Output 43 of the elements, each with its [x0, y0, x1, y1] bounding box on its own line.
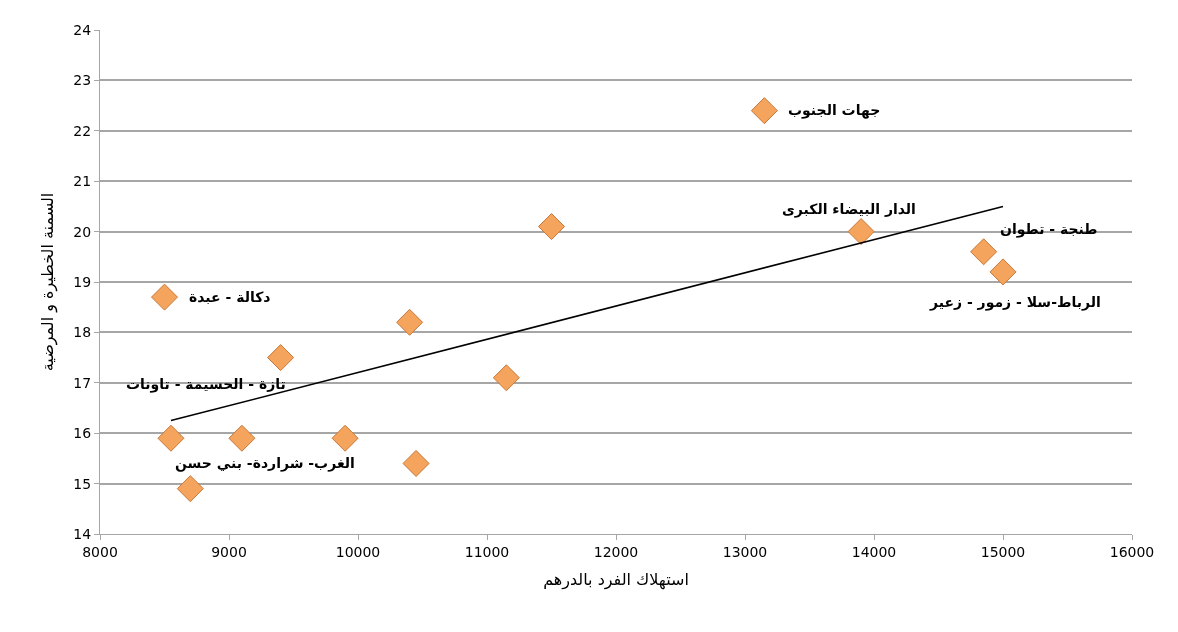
x-tick-label: 12000 [593, 543, 639, 560]
point [228, 424, 256, 452]
y-tick-label: 15 [73, 475, 92, 492]
y-tick-label: 19 [73, 273, 92, 290]
annotation: دكالة - عبدة [189, 289, 271, 305]
point [157, 424, 185, 452]
annotation: الغرب- شراردة- بني حسن [175, 455, 355, 472]
point [331, 424, 359, 452]
annotation: الدار البيضاء الكبرى [782, 201, 916, 218]
point [847, 218, 875, 246]
x-tick-label: 10000 [335, 543, 381, 560]
point [970, 238, 998, 266]
point [267, 344, 295, 372]
annotation: جهات الجنوب [788, 102, 881, 119]
x-tick-label: 9000 [211, 543, 247, 560]
x-tick-label: 8000 [82, 543, 118, 560]
y-tick-label: 24 [73, 21, 92, 38]
point [396, 308, 424, 336]
y-tick-label: 17 [73, 374, 92, 391]
point [492, 364, 520, 392]
y-tick-label: 21 [73, 173, 92, 190]
y-tick-label: 23 [73, 72, 92, 89]
x-tick-label: 11000 [464, 543, 510, 560]
y-tick-label: 16 [73, 425, 92, 442]
y-tick-label: 14 [73, 525, 92, 542]
point [989, 258, 1017, 286]
point [151, 283, 178, 311]
x-tick-label: 16000 [1109, 543, 1155, 560]
x-tick-label: 14000 [851, 543, 897, 560]
point [538, 213, 565, 241]
x-tick-label: 15000 [980, 543, 1026, 560]
y-tick-label: 20 [73, 223, 92, 240]
annotation: الرباط-سلا - زمور - زعير [929, 294, 1101, 311]
y-tick-label: 22 [73, 122, 92, 139]
point [402, 449, 430, 477]
point [176, 475, 204, 503]
x-tick-label: 13000 [722, 543, 768, 560]
annotation: تازة - الحسيمة - تاونات [126, 376, 286, 393]
annotation: طنجة - تطوان [1000, 221, 1098, 238]
y-axis-title: السمنة الخطيرة و المرضية [38, 192, 59, 372]
x-axis-title: استهلاك الفرد بالدرهم [543, 570, 689, 591]
point [750, 97, 778, 125]
y-tick-label: 18 [73, 324, 92, 341]
